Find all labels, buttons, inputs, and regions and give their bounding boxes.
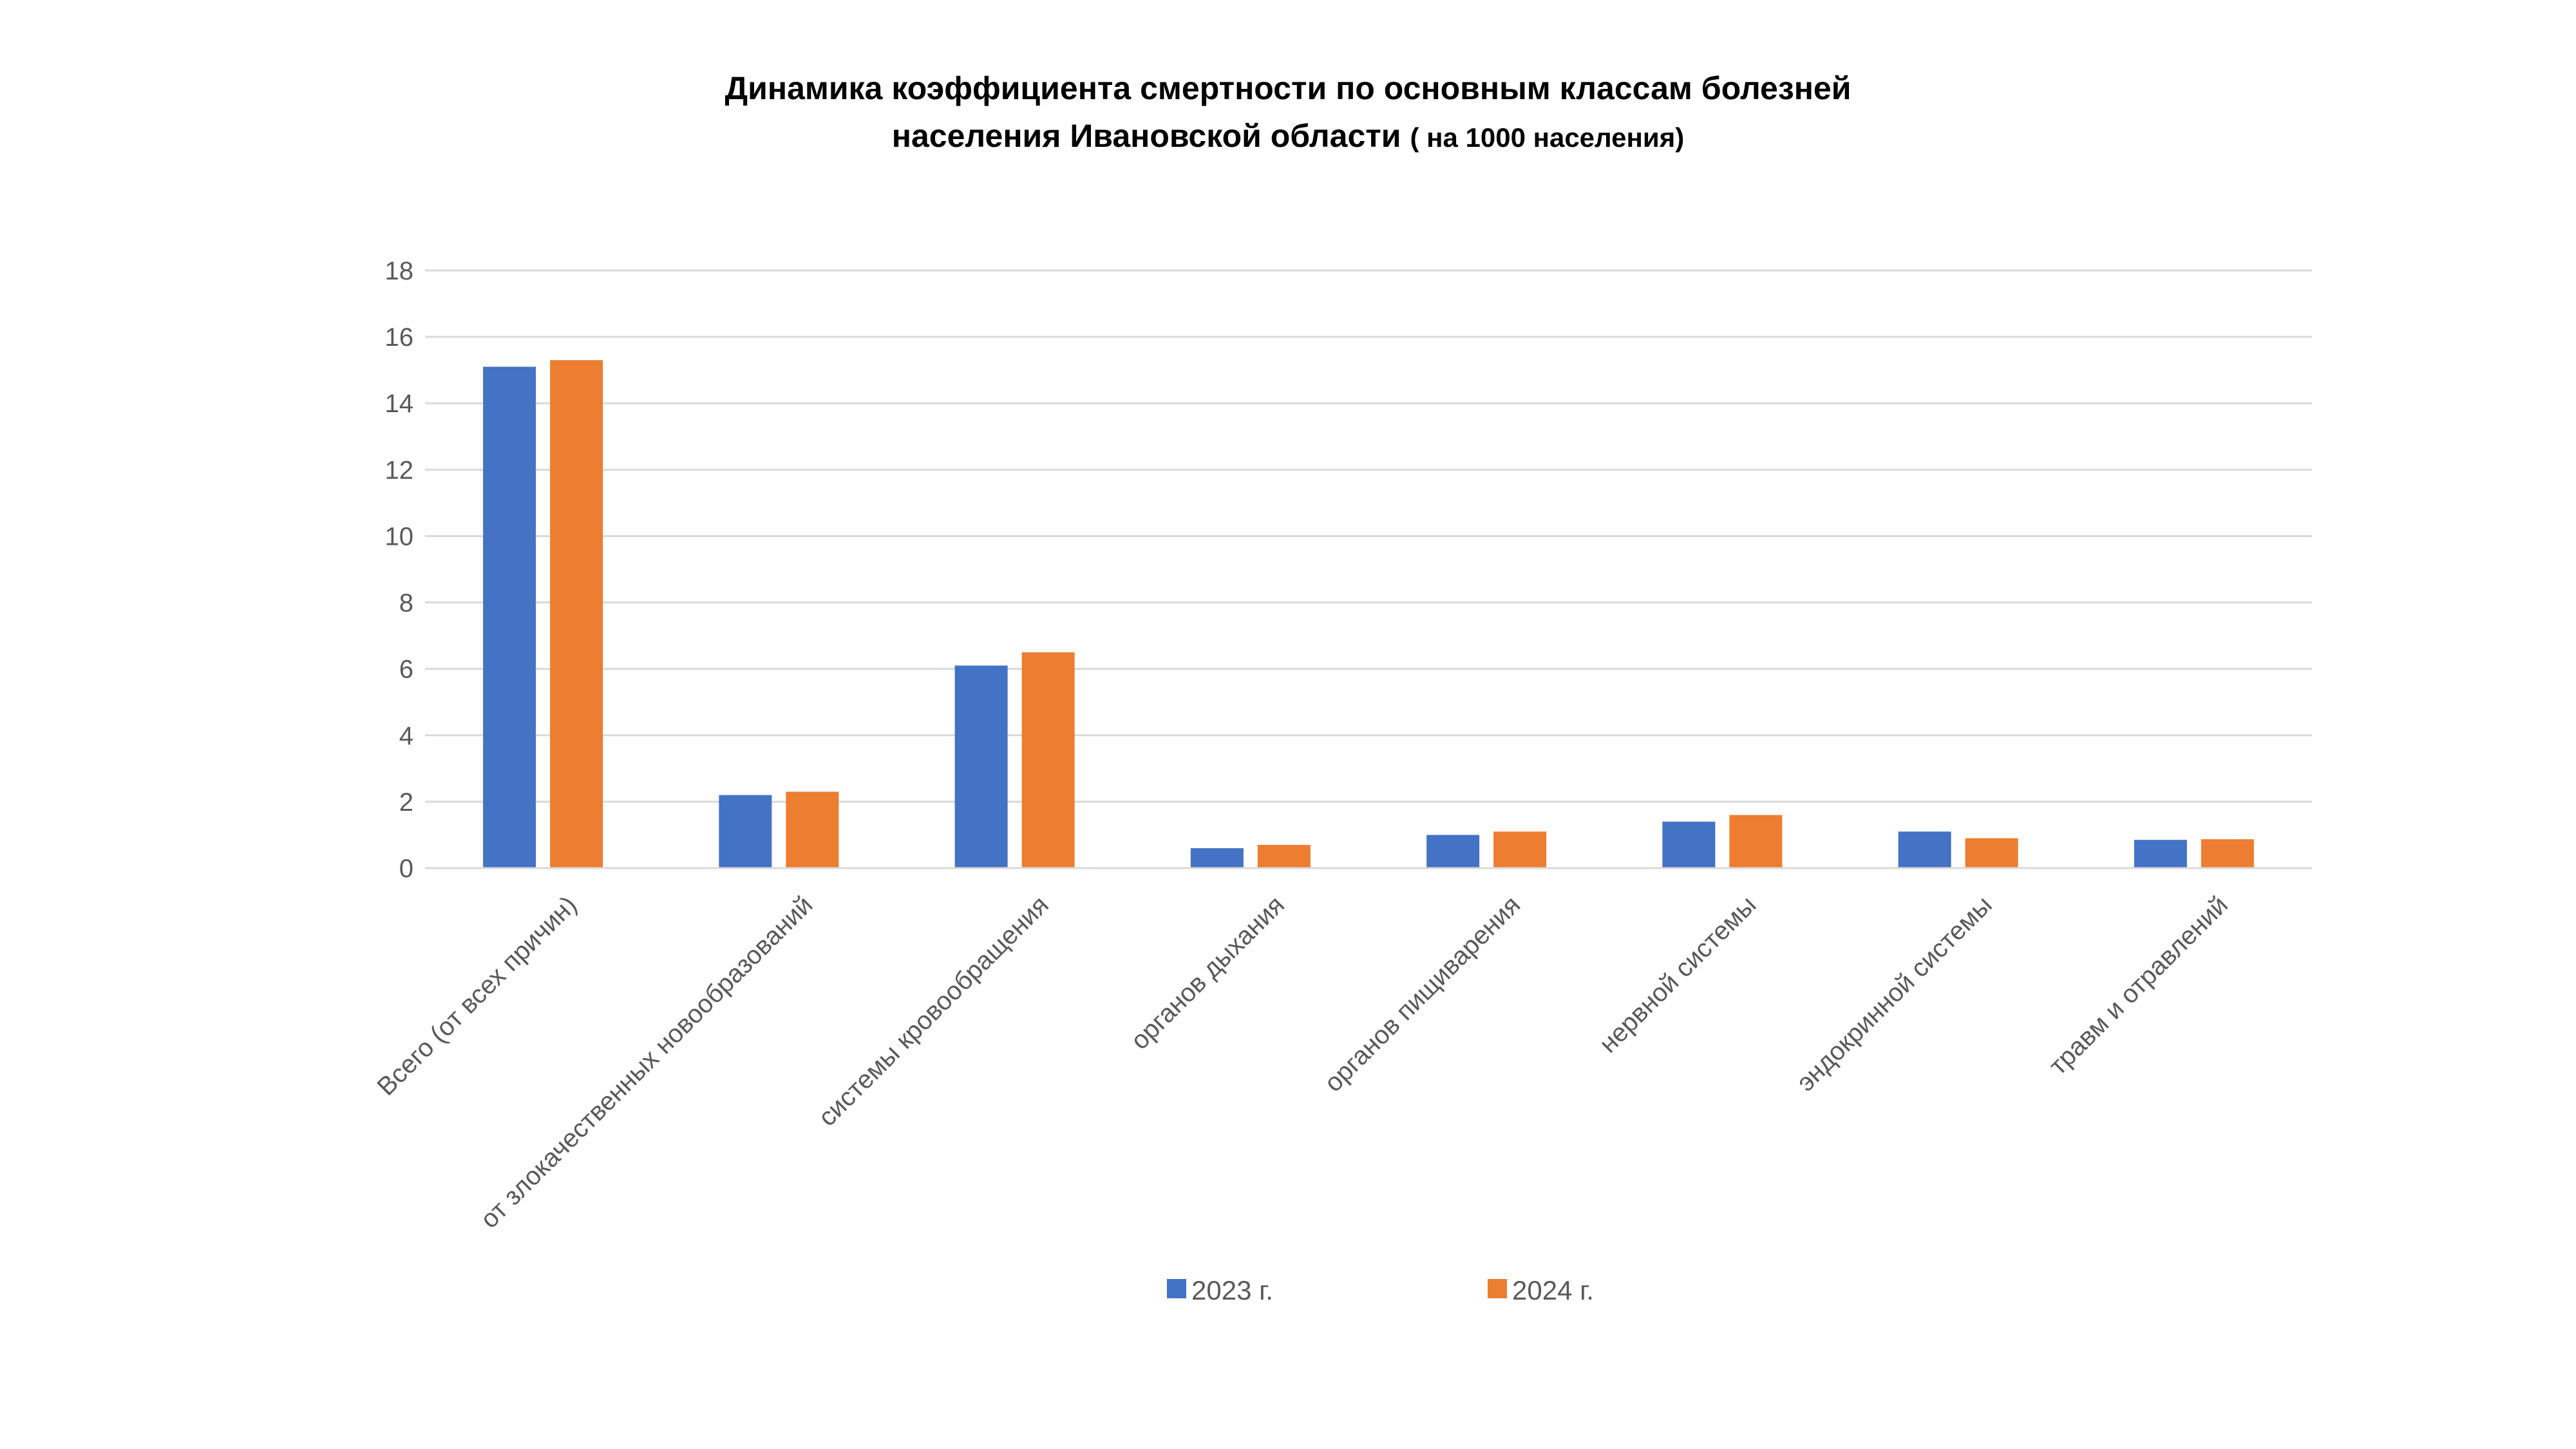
y-tick-label: 14 bbox=[385, 390, 414, 418]
y-axis-tick-labels: 0 2 4 6 8 10 12 14 16 18 bbox=[385, 257, 414, 883]
y-tick-label: 8 bbox=[399, 589, 413, 618]
legend-label: 2024 г. bbox=[1512, 1275, 1594, 1305]
x-category-label: органов дыхания bbox=[1126, 891, 1290, 1055]
y-tick-label: 16 bbox=[385, 323, 414, 352]
chart-title-line2: населения Ивановской области ( на 1000 н… bbox=[0, 112, 2576, 162]
legend-swatch bbox=[1167, 1279, 1186, 1298]
y-tick-label: 2 bbox=[399, 788, 413, 817]
bar bbox=[1493, 831, 1547, 868]
bar bbox=[719, 795, 772, 868]
y-tick-label: 4 bbox=[399, 722, 413, 750]
legend-swatch bbox=[1488, 1279, 1507, 1298]
x-category-label: органов пищиварения bbox=[1319, 891, 1526, 1097]
bars bbox=[483, 360, 2254, 868]
legend-label: 2023 г. bbox=[1191, 1275, 1273, 1305]
bar bbox=[1729, 815, 1783, 868]
bar bbox=[1426, 835, 1480, 868]
x-category-label: травм и отравлений bbox=[2043, 891, 2233, 1081]
bar bbox=[1965, 838, 2018, 868]
y-tick-label: 10 bbox=[385, 522, 414, 551]
legend: 2023 г. 2024 г. bbox=[1167, 1275, 1594, 1305]
bar bbox=[550, 360, 603, 868]
x-category-label: Всего (от всех причин) bbox=[372, 891, 582, 1101]
y-tick-label: 18 bbox=[385, 257, 414, 285]
gridlines bbox=[425, 269, 2312, 803]
y-tick-label: 6 bbox=[399, 656, 413, 684]
bar bbox=[786, 791, 839, 868]
bar bbox=[2201, 839, 2254, 868]
x-category-label: нервной системы bbox=[1594, 891, 1761, 1058]
bar bbox=[1662, 821, 1716, 868]
x-axis-category-labels: Всего (от всех причин)от злокачественных… bbox=[372, 891, 2233, 1234]
bar bbox=[1021, 652, 1075, 868]
bar bbox=[2134, 840, 2187, 868]
chart-title-units: ( на 1000 населения) bbox=[1410, 122, 1685, 153]
chart-title-main: населения Ивановской области bbox=[891, 118, 1401, 154]
bar bbox=[483, 366, 536, 868]
bar bbox=[1898, 831, 1951, 868]
x-category-label: системы кровообращения bbox=[813, 891, 1054, 1132]
chart-title-line1: Динамика коэффициента смертности по осно… bbox=[724, 70, 1852, 106]
y-tick-label: 0 bbox=[399, 855, 413, 883]
chart-title: Динамика коэффициента смертности по осно… bbox=[0, 64, 2576, 162]
y-tick-label: 12 bbox=[385, 456, 414, 484]
bar bbox=[1190, 848, 1244, 868]
bar bbox=[954, 665, 1008, 868]
x-category-label: эндокринной системы bbox=[1792, 891, 1998, 1097]
bar bbox=[1257, 844, 1311, 868]
